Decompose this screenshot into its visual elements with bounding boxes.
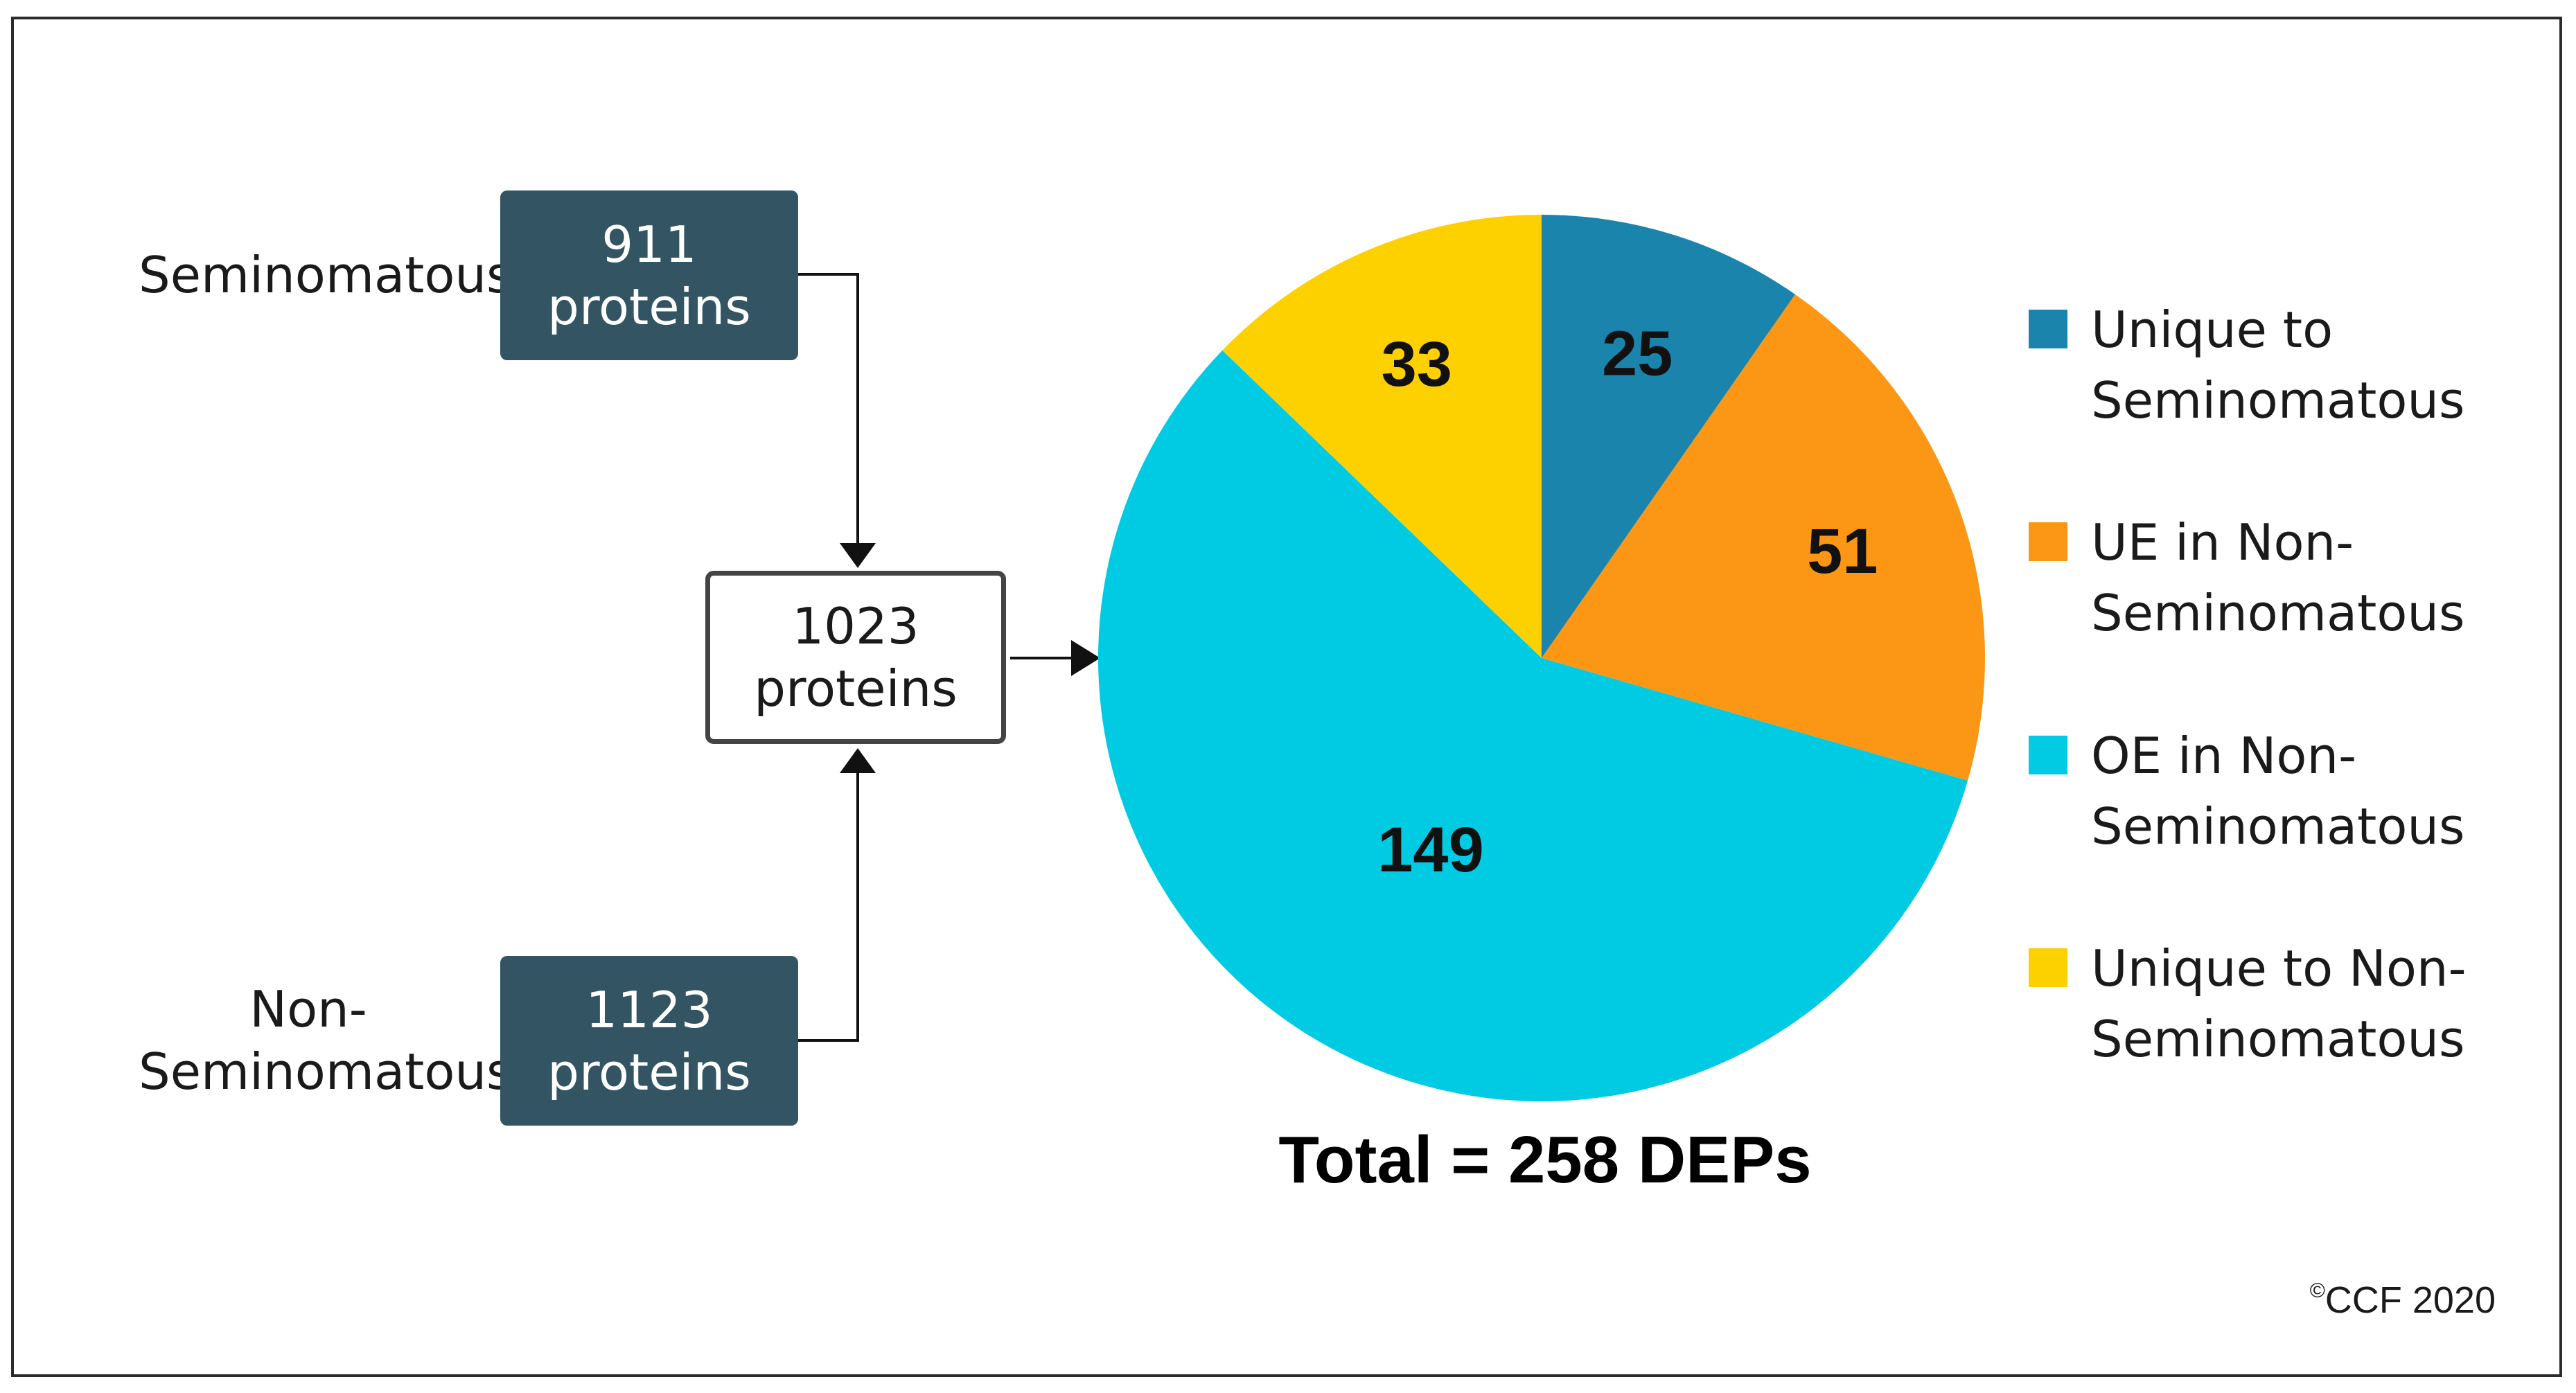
legend-swatch	[2029, 948, 2067, 987]
legend-label: Seminomatous	[2091, 371, 2465, 429]
slice-value-label: 51	[1807, 516, 1878, 587]
legend-label: Seminomatous	[2091, 584, 2465, 642]
legend-label: Seminomatous	[2091, 797, 2465, 855]
source-unit: proteins	[547, 277, 751, 336]
merged-unit: proteins	[754, 659, 958, 718]
legend-item: OE in Non- Seminomatous	[2029, 720, 2479, 862]
legend-swatch	[2029, 522, 2067, 561]
pie-slice	[1542, 294, 1985, 781]
arrowhead-up	[840, 748, 876, 773]
merged-count: 1023	[792, 597, 919, 655]
legend-label: Unique to Non-	[2091, 939, 2467, 997]
arrowhead-right	[1071, 640, 1100, 676]
source-box-non-seminomatous: 1123 proteins	[500, 956, 798, 1126]
legend-label: Unique to	[2091, 301, 2334, 359]
copyright-notice: ©CCF 2020	[2309, 1279, 2496, 1321]
connector-top	[798, 273, 859, 546]
source-label-seminomatous: Seminomatous	[139, 246, 513, 304]
slice-value-label: 149	[1377, 815, 1484, 885]
legend-label: UE in Non-	[2091, 513, 2354, 571]
legend-label: OE in Non-	[2091, 727, 2357, 785]
source-count: 1123	[585, 980, 713, 1039]
pie-slice	[1097, 350, 1968, 1101]
arrowhead-down	[840, 543, 876, 568]
legend-item: UE in Non- Seminomatous	[2029, 507, 2479, 648]
legend-swatch	[2029, 736, 2067, 774]
pie-slice	[1542, 215, 1796, 658]
total-label: Total = 258 DEPs	[1278, 1123, 1812, 1197]
slice-value-label: 25	[1602, 318, 1673, 389]
source-unit: proteins	[547, 1042, 751, 1101]
legend-label: Seminomatous	[2091, 1010, 2465, 1068]
legend-swatch	[2029, 310, 2067, 348]
legend-item: Unique to Seminomatous	[2029, 294, 2479, 436]
merged-box: 1023 proteins	[705, 571, 1006, 744]
source-box-seminomatous: 911 proteins	[500, 190, 798, 360]
pie-slice	[1222, 215, 1542, 658]
legend-item: Unique to Non- Seminomatous	[2029, 933, 2479, 1074]
slice-value-label: 33	[1382, 329, 1452, 400]
connector-bottom	[798, 770, 859, 1042]
source-count: 911	[601, 215, 697, 274]
source-label-non-seminomatous: Non- Seminomatous	[139, 980, 513, 1101]
